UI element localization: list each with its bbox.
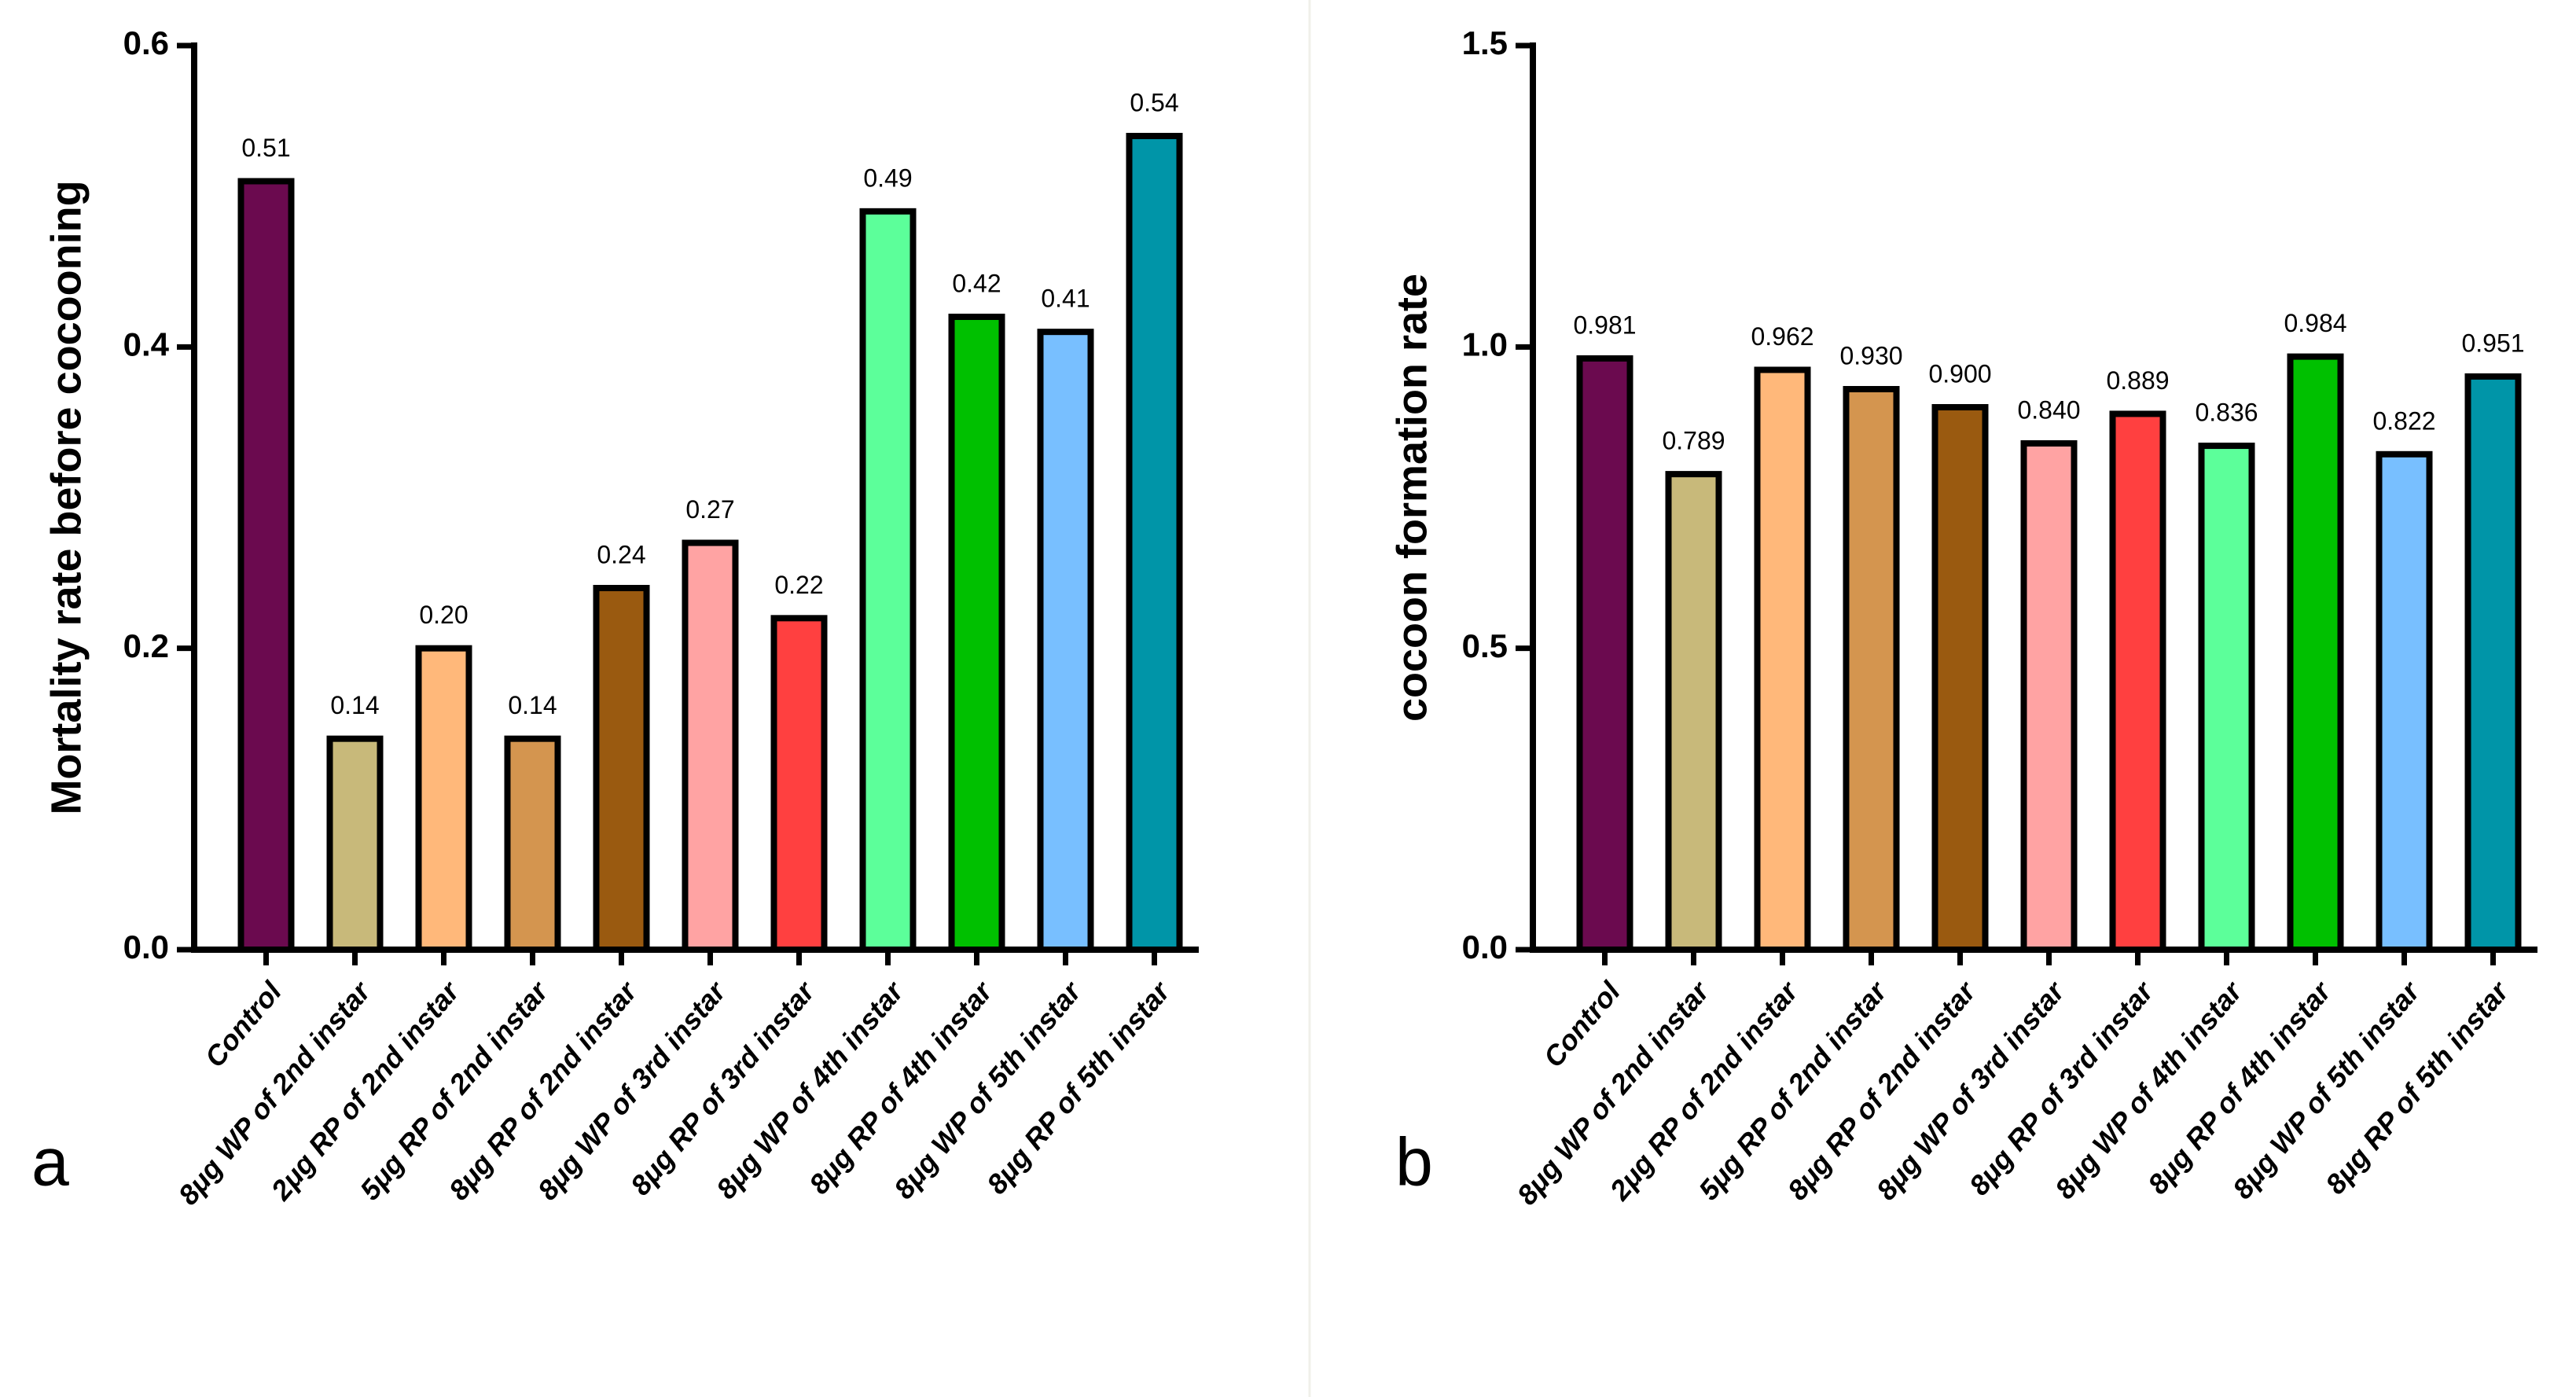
value-label: 0.962 <box>1751 322 1813 351</box>
value-label: 0.822 <box>2372 406 2435 435</box>
y-tick-label: 0.2 <box>123 627 169 664</box>
value-label: 0.51 <box>241 134 290 162</box>
panel-label: b <box>1395 1125 1433 1200</box>
value-label: 0.41 <box>1041 285 1090 313</box>
bar <box>2464 373 2522 953</box>
y-tick-label: 0.6 <box>123 24 169 61</box>
y-tick-label: 0.0 <box>1462 928 1508 965</box>
value-label: 0.951 <box>2461 329 2524 357</box>
bar <box>1754 366 1811 953</box>
value-label: 0.14 <box>330 691 379 719</box>
value-label: 0.789 <box>1662 427 1725 455</box>
bar <box>770 615 828 953</box>
bar <box>1665 471 1722 953</box>
bar <box>593 585 650 953</box>
y-axis-title: cocoon formation rate <box>1388 274 1435 722</box>
value-label: 0.900 <box>1928 359 1991 388</box>
bar <box>1037 329 1094 953</box>
value-label: 0.840 <box>2017 395 2080 424</box>
bar <box>504 735 561 954</box>
bar <box>2020 440 2078 953</box>
bar <box>1126 133 1183 953</box>
y-tick-label: 0.0 <box>123 928 169 965</box>
bar <box>1931 404 1989 953</box>
value-label: 0.42 <box>952 269 1001 297</box>
bar <box>948 314 1005 953</box>
bar <box>326 735 384 954</box>
panel-label: a <box>31 1125 69 1200</box>
value-label: 0.49 <box>863 164 912 192</box>
bar <box>2109 410 2166 953</box>
value-label: 0.836 <box>2195 399 2258 427</box>
bar <box>859 208 917 954</box>
bar <box>2287 353 2344 954</box>
bar <box>1843 386 1900 953</box>
y-tick-label: 1.5 <box>1462 24 1508 61</box>
value-label: 0.22 <box>774 571 823 599</box>
bar <box>2198 443 2255 953</box>
value-label: 0.930 <box>1839 341 1902 369</box>
value-label: 0.889 <box>2106 366 2169 395</box>
value-label: 0.981 <box>1573 311 1636 339</box>
y-axis-title: Mortality rate before cocooning <box>42 180 90 814</box>
y-tick-label: 0.5 <box>1462 627 1508 664</box>
value-label: 0.54 <box>1130 88 1178 116</box>
value-label: 0.24 <box>597 540 645 568</box>
bar <box>1576 355 1633 953</box>
value-label: 0.14 <box>508 691 557 719</box>
bar <box>682 539 739 953</box>
bar <box>2376 450 2433 953</box>
value-label: 0.27 <box>685 495 734 524</box>
y-tick-label: 0.4 <box>123 325 170 362</box>
value-label: 0.20 <box>419 601 468 629</box>
value-label: 0.984 <box>2284 309 2346 337</box>
bar <box>415 645 472 954</box>
bar <box>237 178 295 953</box>
y-tick-label: 1.0 <box>1462 325 1508 362</box>
